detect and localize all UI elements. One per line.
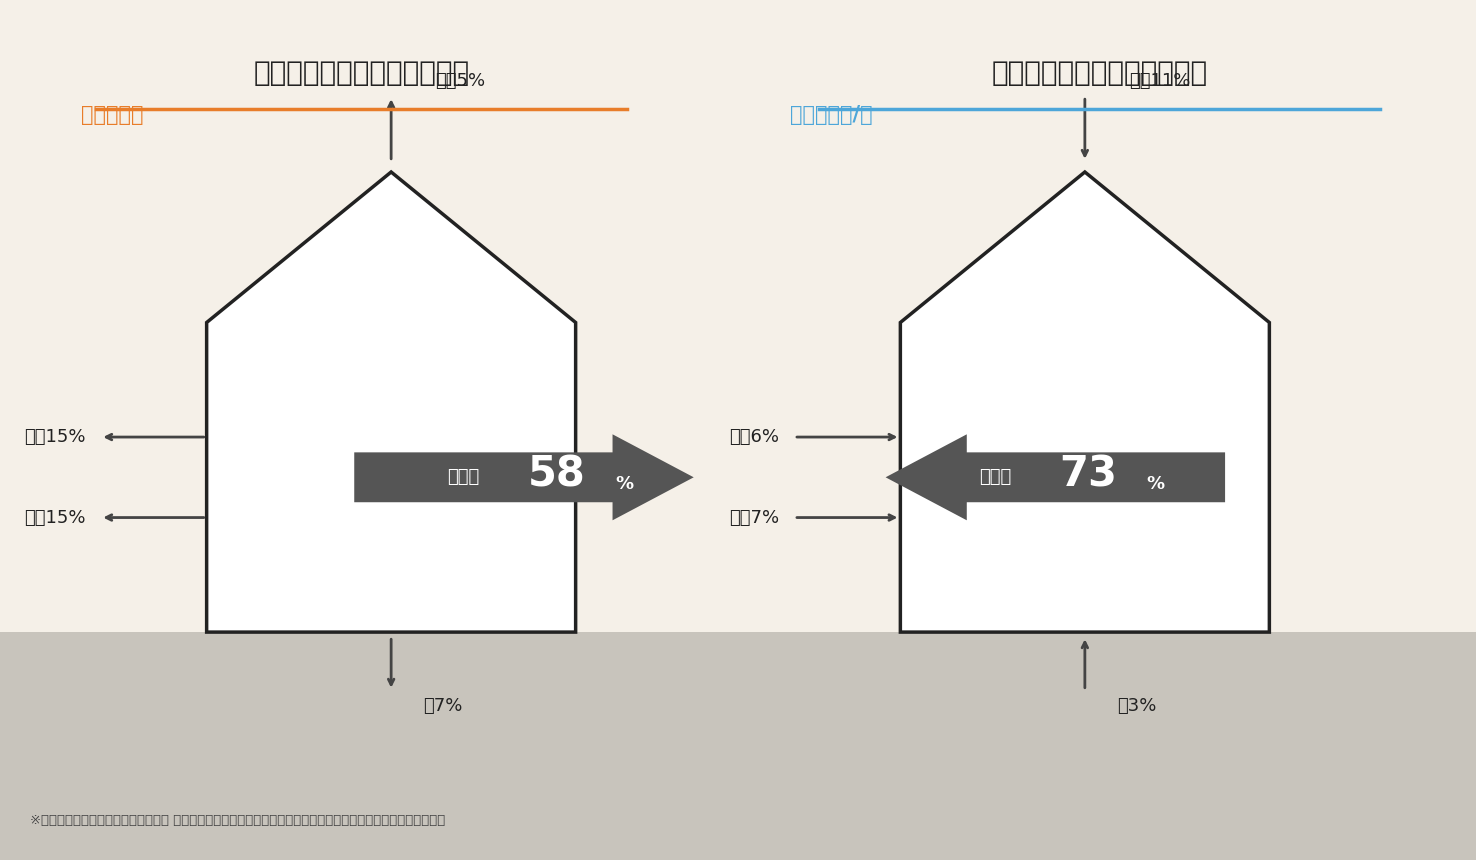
Text: 開口部: 開口部 — [979, 469, 1011, 486]
Polygon shape — [934, 219, 1235, 612]
Polygon shape — [207, 172, 576, 632]
Text: 換気15%: 換気15% — [24, 428, 86, 446]
Text: 夏の冷房時/昼: 夏の冷房時/昼 — [790, 105, 872, 125]
Polygon shape — [900, 172, 1269, 632]
Polygon shape — [886, 434, 1225, 520]
Text: 室内から外に熱が逃げる割合: 室内から外に熱が逃げる割合 — [254, 59, 469, 87]
Text: 外の熱が室内に入り込む割合: 外の熱が室内に入り込む割合 — [992, 59, 1207, 87]
Polygon shape — [241, 219, 542, 612]
Text: 73: 73 — [1058, 454, 1117, 495]
Polygon shape — [354, 434, 694, 520]
Text: 床7%: 床7% — [424, 697, 463, 715]
Text: 換気6%: 換気6% — [729, 428, 779, 446]
Text: %: % — [615, 476, 633, 493]
Text: 屋根5%: 屋根5% — [435, 72, 486, 90]
Text: 屋根11%: 屋根11% — [1129, 72, 1191, 90]
Text: %: % — [1147, 476, 1165, 493]
Text: 58: 58 — [527, 454, 586, 495]
Text: 冬の暖房時: 冬の暖房時 — [81, 105, 143, 125]
Text: 外壁15%: 外壁15% — [24, 508, 86, 526]
Text: 外壁7%: 外壁7% — [729, 508, 779, 526]
Text: 開口部: 開口部 — [447, 469, 480, 486]
Text: ※出典：日本建材・住宅設備産業協会 省エネルギー建材普及促進センター「省エネ建材で、快適な家、健康な家」: ※出典：日本建材・住宅設備産業協会 省エネルギー建材普及促進センター「省エネ建材… — [30, 814, 444, 827]
Text: 床3%: 床3% — [1117, 697, 1157, 715]
FancyBboxPatch shape — [0, 632, 1476, 860]
